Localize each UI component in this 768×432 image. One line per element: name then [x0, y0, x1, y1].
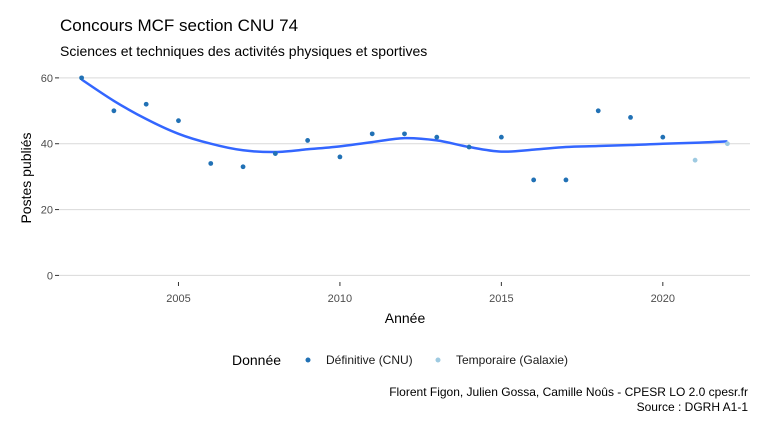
y-axis-title: Postes publiés — [18, 132, 34, 223]
point-definitive — [305, 138, 311, 143]
point-definitive — [272, 151, 278, 157]
caption-source: Source : DGRH A1-1 — [637, 400, 749, 414]
y-tick-label: 60 — [41, 73, 53, 85]
x-axis-title: Année — [385, 310, 426, 326]
legend-swatch-temporaire — [435, 357, 441, 363]
y-tick-labels: 0 20 40 60 — [41, 73, 53, 283]
point-definitive — [208, 161, 214, 166]
y-tick-label: 0 — [47, 270, 53, 282]
point-definitive — [79, 75, 85, 81]
chart-subtitle: Sciences et techniques des activités phy… — [60, 43, 427, 59]
point-definitive — [337, 154, 343, 160]
y-tick-label: 40 — [41, 139, 53, 151]
chart-title: Concours MCF section CNU 74 — [60, 16, 298, 35]
legend-label-temporaire: Temporaire (Galaxie) — [456, 353, 568, 367]
legend: Donnée Définitive (CNU) Temporaire (Gala… — [232, 352, 568, 368]
legend-swatch-definitive — [305, 357, 311, 363]
point-definitive — [531, 177, 537, 183]
caption-credits: Florent Figon, Julien Gossa, Camille Noû… — [389, 385, 748, 399]
point-definitive — [628, 114, 633, 120]
point-definitive — [498, 134, 504, 140]
point-definitive — [402, 131, 407, 137]
legend-title: Donnée — [232, 352, 281, 368]
point-temporaire — [724, 141, 730, 147]
x-tick-labels: 2005 2010 2015 2020 — [166, 293, 675, 305]
point-definitive — [369, 131, 375, 137]
point-definitive — [240, 164, 246, 170]
trend-line — [80, 78, 728, 154]
point-definitive — [143, 101, 149, 107]
point-definitive — [434, 134, 440, 140]
data-points — [79, 75, 730, 183]
point-temporaire — [692, 157, 698, 163]
x-tick-label: 2010 — [328, 293, 352, 305]
gridlines — [55, 77, 750, 286]
x-tick-label: 2020 — [651, 293, 675, 305]
x-tick-label: 2015 — [489, 293, 513, 305]
legend-label-definitive: Définitive (CNU) — [326, 353, 413, 367]
point-definitive — [111, 108, 117, 114]
y-tick-label: 20 — [41, 205, 53, 217]
x-tick-label: 2005 — [166, 293, 190, 305]
point-definitive — [595, 108, 601, 114]
point-definitive — [660, 134, 666, 140]
point-definitive — [176, 118, 181, 124]
point-definitive — [466, 144, 472, 150]
point-definitive — [563, 177, 569, 183]
